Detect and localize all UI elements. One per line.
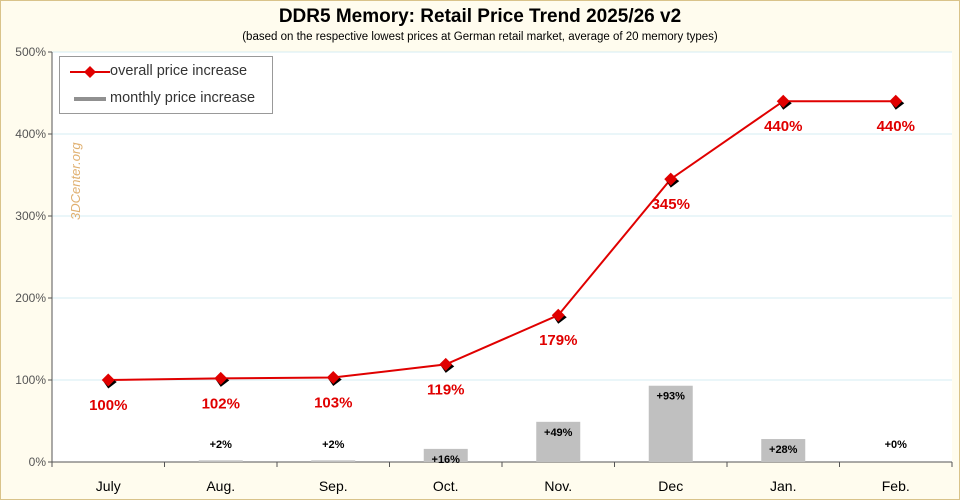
y-tick-label: 300% <box>15 209 46 223</box>
monthly-bar-label: +16% <box>432 454 461 466</box>
overall-price-label: 102% <box>202 395 240 412</box>
monthly-bar-label: +49% <box>544 427 573 439</box>
monthly-bar <box>648 385 693 462</box>
overall-price-label: 345% <box>652 196 690 213</box>
monthly-bar <box>198 460 243 462</box>
overall-price-marker <box>776 94 790 108</box>
chart-title: DDR5 Memory: Retail Price Trend 2025/26 … <box>278 6 682 27</box>
overall-price-marker <box>551 308 565 322</box>
watermark: 3DCenter.org <box>68 142 83 220</box>
y-tick-label: 100% <box>15 373 46 387</box>
monthly-bar <box>536 421 581 462</box>
monthly-bar <box>761 439 806 462</box>
monthly-bar-label: +2% <box>210 439 233 451</box>
x-tick-label: Aug. <box>206 478 235 494</box>
x-tick-label: Sep. <box>319 478 348 494</box>
overall-price-label: 440% <box>764 118 802 135</box>
x-tick-label: Feb. <box>882 478 910 494</box>
legend-item-monthly: monthly price increase <box>60 89 272 109</box>
overall-price-label: 103% <box>314 395 352 412</box>
overall-price-line <box>108 100 896 381</box>
legend-label-overall: overall price increase <box>110 63 248 79</box>
x-tick-label: Nov. <box>544 478 572 494</box>
x-tick-label: July <box>96 478 121 494</box>
monthly-bar <box>311 460 356 462</box>
overall-price-label: 100% <box>89 397 127 414</box>
y-tick-label: 200% <box>15 291 46 305</box>
x-tick-label: Jan. <box>770 478 796 494</box>
x-tick-label: Dec <box>658 478 683 494</box>
overall-price-marker <box>664 172 678 186</box>
legend-bar-swatch-icon <box>74 97 106 101</box>
overall-price-marker <box>214 371 228 385</box>
plot-area <box>52 52 952 462</box>
chart-subtitle: (based on the respective lowest prices a… <box>242 31 718 43</box>
overall-price-marker <box>326 371 340 385</box>
y-tick-label: 500% <box>15 45 46 59</box>
y-tick-label: 400% <box>15 127 46 141</box>
x-tick-label: Oct. <box>433 478 459 494</box>
legend-label-monthly: monthly price increase <box>110 90 256 106</box>
legend-item-overall: overall price increase <box>60 62 272 82</box>
monthly-bar-label: +93% <box>657 391 686 403</box>
overall-price-label: 179% <box>539 332 577 349</box>
overall-price-label: 119% <box>427 381 465 398</box>
monthly-bar-label: +0% <box>885 439 908 451</box>
monthly-bar <box>423 448 468 462</box>
overall-price-marker <box>889 94 903 108</box>
monthly-bar-label: +28% <box>769 444 798 456</box>
legend-line-diamond-icon <box>70 66 110 78</box>
overall-price-marker <box>101 373 115 387</box>
legend: overall price increase monthly price inc… <box>59 56 273 114</box>
overall-price-label: 440% <box>877 118 915 135</box>
y-tick-label: 0% <box>29 455 47 469</box>
monthly-bar-label: +2% <box>322 439 345 451</box>
overall-price-marker <box>439 357 453 371</box>
